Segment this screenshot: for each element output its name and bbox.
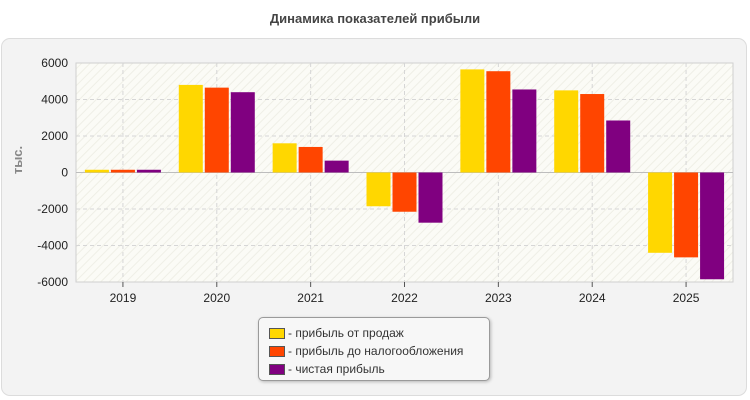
y-tick-label: -6000	[37, 275, 68, 289]
bar	[554, 90, 579, 173]
y-tick-label: 4000	[41, 93, 68, 107]
bar	[460, 69, 485, 173]
chart-title: Динамика показателей прибыли	[269, 11, 481, 26]
bar	[110, 169, 135, 173]
x-tick-label: 2024	[579, 291, 606, 305]
bar	[606, 120, 631, 173]
bar	[486, 71, 511, 173]
x-tick-label: 2020	[203, 291, 230, 305]
y-tick-label: 2000	[41, 129, 68, 143]
bar	[366, 172, 391, 207]
bar	[674, 172, 699, 258]
legend-swatch	[269, 327, 285, 339]
bar	[84, 169, 109, 173]
bar	[298, 146, 323, 173]
bar	[648, 172, 673, 253]
legend-item-pretax-profit: - прибыль до налогообложения	[269, 342, 489, 360]
bar	[324, 160, 349, 173]
x-tick-label: 2025	[673, 291, 700, 305]
legend-item-sales-profit: - прибыль от продаж	[269, 324, 489, 342]
legend-swatch	[269, 345, 285, 357]
bar	[392, 172, 417, 212]
bar	[178, 84, 203, 173]
x-tick-label: 2023	[485, 291, 512, 305]
y-tick-label: 6000	[41, 56, 68, 70]
legend-item-net-profit: - чистая прибыль	[269, 360, 489, 378]
legend-label: - прибыль до налогообложения	[288, 344, 464, 358]
legend: - прибыль от продаж - прибыль до налогоо…	[258, 317, 490, 381]
bar	[230, 92, 255, 173]
axes: 6000 4000 2000 0 -2000 -4000 -6000 2019 2020 2021…	[37, 56, 699, 305]
bar	[418, 172, 443, 223]
y-axis-label: тыс.	[10, 146, 25, 174]
x-tick-label: 2021	[297, 291, 324, 305]
bar	[272, 143, 297, 173]
y-tick-label: -4000	[37, 239, 68, 253]
bar	[204, 87, 229, 173]
bar	[512, 89, 537, 173]
x-tick-label: 2022	[391, 291, 418, 305]
bar	[580, 94, 605, 173]
bars	[84, 69, 725, 280]
legend-swatch	[269, 363, 285, 375]
bar	[700, 172, 725, 280]
bar	[136, 169, 161, 173]
x-tick-label: 2019	[110, 291, 137, 305]
legend-label: - прибыль от продаж	[288, 326, 404, 340]
y-tick-label: -2000	[37, 202, 68, 216]
legend-label: - чистая прибыль	[288, 362, 385, 376]
y-tick-label: 0	[61, 166, 68, 180]
